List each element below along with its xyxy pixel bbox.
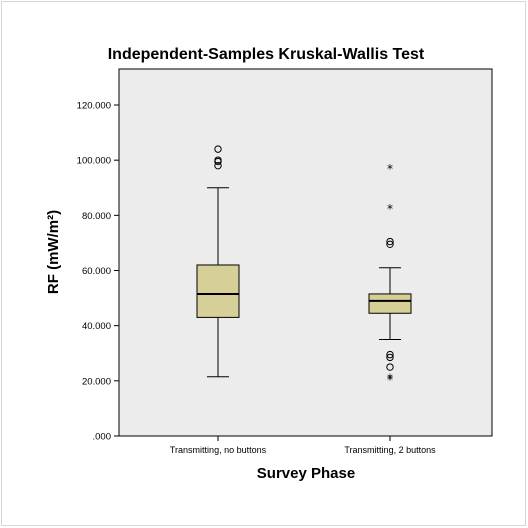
x-tick-label: Transmitting, no buttons bbox=[170, 445, 267, 455]
extreme-point: * bbox=[387, 162, 393, 176]
outlier-point bbox=[386, 363, 394, 371]
x-tick-label: Transmitting, 2 buttons bbox=[344, 445, 436, 455]
x-axis-title: Survey Phase bbox=[257, 465, 355, 482]
box-group-2: **** bbox=[368, 162, 412, 387]
y-tick-label: .000 bbox=[93, 432, 112, 443]
y-tick-label: 100.000 bbox=[77, 156, 111, 167]
iqr-box bbox=[368, 293, 412, 314]
outlier-point bbox=[386, 237, 394, 246]
extreme-point: * bbox=[387, 202, 393, 216]
chart-title: Independent-Samples Kruskal-Wallis Test bbox=[108, 46, 425, 63]
outlier-point bbox=[386, 240, 394, 248]
y-tick-label: 80.000 bbox=[82, 211, 111, 222]
outlier-point bbox=[386, 350, 394, 359]
y-tick-label: 60.000 bbox=[82, 266, 111, 277]
y-tick-label: 40.000 bbox=[82, 321, 111, 332]
outlier-point bbox=[214, 145, 222, 153]
extreme-point: * bbox=[387, 373, 393, 387]
extreme-point: * bbox=[387, 372, 393, 386]
iqr-box bbox=[196, 264, 240, 318]
outlier-point bbox=[386, 353, 394, 362]
y-axis-title: RF (mW/m²) bbox=[45, 210, 62, 294]
outlier-point bbox=[214, 161, 222, 170]
y-tick-label: 120.000 bbox=[77, 101, 111, 112]
plot-area bbox=[118, 68, 493, 437]
x-axis: Transmitting, no buttons Transmitting, 2 … bbox=[170, 436, 436, 455]
outlier-point bbox=[214, 156, 222, 164]
y-axis: .000 20.000 40.000 60.000 80.000 100.000 120.0… bbox=[77, 101, 119, 443]
box-group-1 bbox=[196, 145, 240, 378]
y-tick-label: 20.000 bbox=[82, 376, 111, 387]
boxes-layer: **** bbox=[196, 145, 412, 387]
